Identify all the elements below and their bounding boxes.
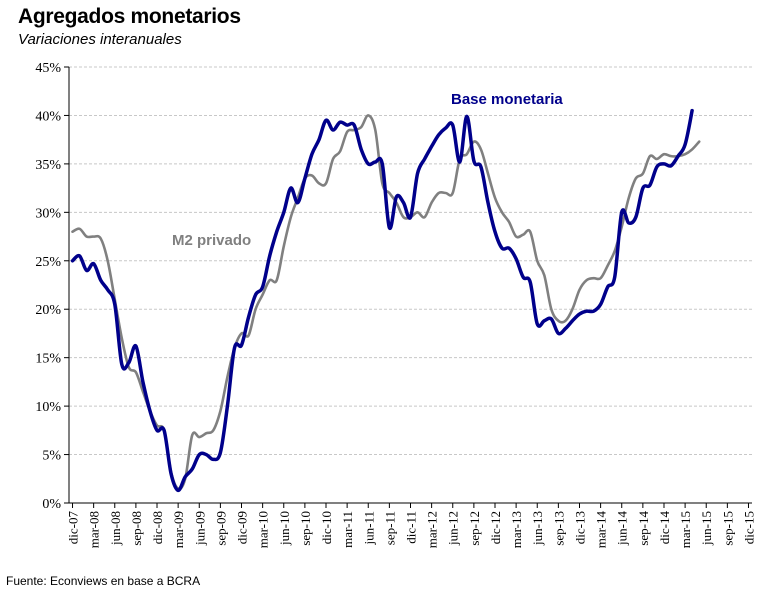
x-tick-label: dic-12 bbox=[488, 511, 503, 544]
y-tick-label: 35% bbox=[35, 158, 61, 173]
series-line-m2-privado bbox=[71, 114, 701, 491]
x-tick-label: mar-12 bbox=[425, 511, 440, 548]
x-tick-label: dic-13 bbox=[572, 511, 587, 544]
x-tick-label: dic-10 bbox=[319, 511, 334, 544]
x-tick-label: sep-11 bbox=[382, 511, 397, 545]
x-tick-label: sep-14 bbox=[636, 511, 651, 546]
x-tick-label: jun-15 bbox=[699, 511, 714, 546]
y-tick-label: 10% bbox=[35, 400, 61, 415]
series-lines bbox=[70, 108, 701, 493]
y-tick-label: 0% bbox=[42, 497, 61, 512]
x-tick-label: jun-11 bbox=[361, 511, 376, 545]
x-tick-label: mar-11 bbox=[340, 511, 355, 548]
x-tick-label: mar-14 bbox=[594, 511, 609, 549]
y-tick-label: 5% bbox=[42, 449, 61, 464]
x-tick-label: sep-15 bbox=[720, 511, 735, 546]
x-tick-label: mar-15 bbox=[678, 511, 693, 548]
x-tick-label: sep-09 bbox=[213, 511, 228, 546]
series-label-base-monetaria: Base monetaria bbox=[451, 91, 563, 108]
axes bbox=[68, 67, 752, 504]
y-axis-ticks: 0% 5% 10% 15% 20% 25% 30% 35% 40% 45% bbox=[35, 61, 69, 512]
y-tick-label: 15% bbox=[35, 352, 61, 367]
x-tick-label: dic-09 bbox=[235, 511, 250, 544]
x-tick-label: jun-10 bbox=[277, 511, 292, 546]
x-tick-label: jun-09 bbox=[192, 511, 207, 546]
x-tick-label: sep-13 bbox=[551, 511, 566, 546]
x-tick-label: mar-08 bbox=[87, 511, 102, 548]
x-tick-label: jun-12 bbox=[446, 511, 461, 546]
source-note: Fuente: Econviews en base a BCRA bbox=[6, 574, 201, 588]
x-axis-ticks: dic-07 mar-08 jun-08 sep-08 dic-08 mar-09 jun-… bbox=[66, 503, 756, 549]
x-tick-label: dic-11 bbox=[404, 511, 419, 544]
x-tick-label: mar-13 bbox=[509, 511, 524, 548]
x-tick-label: mar-10 bbox=[256, 511, 271, 548]
y-tick-label: 40% bbox=[35, 109, 61, 124]
x-tick-label: jun-14 bbox=[615, 511, 630, 546]
grid-lines bbox=[69, 66, 752, 456]
x-tick-label: jun-08 bbox=[108, 511, 123, 546]
x-tick-label: mar-09 bbox=[171, 511, 186, 548]
y-tick-label: 45% bbox=[35, 61, 61, 76]
y-tick-label: 20% bbox=[35, 303, 61, 318]
chart-title: Agregados monetarios bbox=[18, 5, 241, 28]
x-tick-label: dic-14 bbox=[657, 511, 672, 545]
x-tick-label: sep-10 bbox=[298, 511, 313, 546]
x-tick-label: dic-07 bbox=[66, 511, 81, 545]
y-tick-label: 25% bbox=[35, 255, 61, 270]
x-tick-label: sep-08 bbox=[129, 511, 144, 546]
x-tick-label: sep-12 bbox=[467, 511, 482, 546]
x-tick-label: dic-08 bbox=[150, 511, 165, 544]
chart-subtitle: Variaciones interanuales bbox=[18, 31, 182, 48]
y-tick-label: 30% bbox=[35, 206, 61, 221]
series-label-m2-privado: M2 privado bbox=[172, 232, 251, 249]
x-tick-label: dic-15 bbox=[741, 511, 756, 544]
series-line-base-monetaria bbox=[70, 108, 694, 493]
x-tick-label: jun-13 bbox=[530, 511, 545, 546]
